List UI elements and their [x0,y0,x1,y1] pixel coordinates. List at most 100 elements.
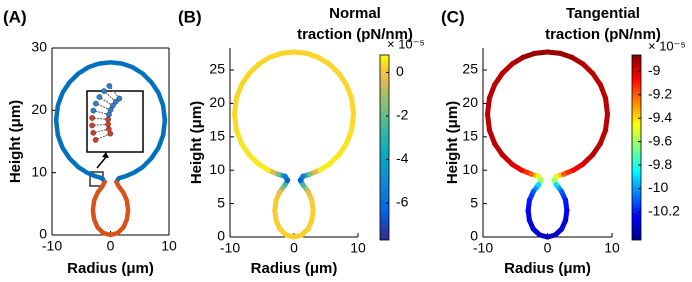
lipid-head [109,102,116,109]
lipid-head [106,83,113,89]
x-axis-label: Radius (μm) [67,260,154,277]
shape-point [231,111,238,117]
shape-segment [485,111,492,133]
shape-point [559,226,565,232]
shape-segment [231,111,239,133]
shape-point [561,171,567,177]
shape-point [343,140,350,147]
shape-point [499,152,505,158]
shape-point [530,188,536,195]
panel-label: (A) [3,7,27,26]
shape-point [307,171,313,177]
x-axis-label: Radius (μm) [251,260,338,277]
shape-point [272,207,278,213]
colorbar-tick-label: -2 [396,107,409,123]
shape-point [525,207,531,213]
shape-point [305,226,311,232]
panel-label: (B) [178,7,202,26]
shape-point [528,171,534,177]
shape-point [553,182,560,188]
colorbar-exponent: × 10⁻⁵ [648,38,686,53]
shape-point [552,232,558,238]
y-tick-label: 10 [462,161,478,177]
shape-point [557,50,564,56]
lipid-head [89,115,96,121]
shape-point [273,217,279,223]
shape-point [562,217,569,223]
shape-segment [231,95,239,117]
shape-point [299,232,305,238]
y-tick-label: 10 [31,163,47,179]
lipid-head [96,94,103,100]
y-axis-label: Height (μm) [188,101,205,184]
shape-point [349,95,355,101]
shape-point [336,152,342,158]
shape-point [509,161,515,167]
shape-point [537,232,543,238]
lipid-head [107,130,114,137]
shape-point [604,111,611,117]
shape-point [291,49,297,55]
shape-point [317,167,323,173]
x-tick-label: 10 [350,240,366,256]
shape-point [349,127,355,133]
shape-point [300,173,306,179]
shape-point [278,50,284,56]
y-tick-label: 0 [39,226,47,242]
shape-point [304,50,310,56]
shape-segment [603,95,610,117]
y-tick-label: 20 [462,94,478,110]
shape-point [275,171,281,177]
shape-point [597,82,603,88]
shape-point [535,182,542,188]
lipid-head [92,137,99,143]
lipid-head [112,98,119,105]
colorbar-title: Tangential [566,5,640,22]
shape-point [602,95,609,101]
y-tick-label: 5 [217,194,225,210]
colorbar-tick-label: -9.2 [648,86,672,102]
colorbar-tick-label: -10 [648,179,668,195]
shape-point [273,197,279,203]
colorbar-title: traction (pN/nm) [297,26,413,43]
shape-line [90,179,131,238]
y-tick-label: 25 [209,61,225,77]
shape-point [238,82,245,88]
shape-point [486,127,493,133]
colorbar-tick-label: -9 [648,62,661,78]
shape-point [570,167,576,173]
lipid-cartoon [89,83,123,143]
y-tick-label: 30 [31,39,47,55]
shape-point [291,234,297,240]
shape-point [282,182,288,188]
x-tick-label: 0 [544,240,552,256]
shape-point [499,70,505,76]
shape-point [590,70,596,76]
lipid-head [101,88,107,94]
x-tick-label: 10 [161,238,177,254]
shape-point [343,82,350,88]
y-tick-label: 15 [209,128,225,144]
shape-point [530,226,536,232]
shape-point [484,111,491,117]
x-tick-label: 0 [290,240,298,256]
shape-point [520,54,526,60]
shape-point [562,197,569,203]
shape-point [551,177,557,183]
shape-point [233,95,239,101]
y-tick-label: 5 [470,194,478,210]
y-tick-label: 0 [217,228,225,244]
shape-point [315,54,321,60]
shape-point [336,70,342,76]
lipid-head [93,100,99,107]
colorbar-title: traction (pN/nm) [545,26,661,43]
shape-point [532,50,538,56]
shape-point [564,207,570,213]
shape-segment [603,111,610,133]
shape-point [310,207,316,213]
x-tick-label: -10 [220,240,240,256]
colorbar-tick-label: -6 [396,194,409,210]
colorbar-tick-label: 0 [396,63,404,79]
colorbar-tick-label: -10.2 [648,203,680,219]
colorbar-tick-label: -9.8 [648,156,672,172]
